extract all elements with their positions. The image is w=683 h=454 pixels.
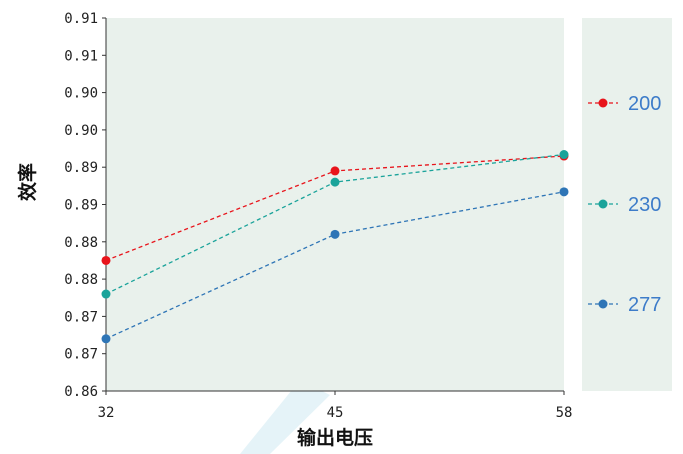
- x-tick-label: 58: [556, 405, 573, 421]
- legend-label-230: 230: [628, 194, 661, 216]
- x-tick-label: 32: [98, 405, 115, 421]
- data-point-277: [330, 229, 340, 239]
- plot-area: [106, 18, 564, 391]
- legend-swatch-marker: [598, 98, 608, 108]
- y-tick-label: 0.87: [64, 347, 98, 363]
- y-tick-label: 0.90: [64, 123, 98, 139]
- legend-label-200: 200: [628, 93, 661, 115]
- y-tick-label: 0.89: [64, 198, 98, 214]
- y-tick-label: 0.87: [64, 309, 98, 325]
- y-tick-label: 0.86: [64, 384, 98, 400]
- legend: 200 230 277: [588, 93, 661, 316]
- series-line-277: [105, 191, 565, 340]
- y-tick-label: 0.91: [64, 11, 98, 27]
- data-point-200: [101, 255, 111, 265]
- series-layer: [101, 150, 569, 344]
- x-axis-title: 输出电压: [297, 426, 373, 449]
- x-tick-label: 45: [327, 405, 344, 421]
- y-tick-label: 0.91: [64, 48, 98, 64]
- data-point-277: [101, 334, 111, 344]
- data-point-277: [559, 187, 569, 197]
- x-ticks: 32 45 58: [98, 391, 573, 421]
- y-tick-label: 0.88: [64, 235, 98, 251]
- data-point-230: [330, 177, 340, 187]
- y-tick-label: 0.88: [64, 272, 98, 288]
- y-axis-title: 效率: [16, 163, 39, 201]
- data-point-230: [559, 150, 569, 160]
- y-tick-label: 0.90: [64, 86, 98, 102]
- y-ticks: 0.86 0.87 0.87 0.88 0.88 0.89 0.89 0.90 0.90 0.91…: [64, 11, 106, 400]
- data-point-200: [330, 166, 340, 176]
- legend-swatch-marker: [598, 299, 608, 309]
- watermark: [240, 380, 330, 454]
- legend-label-277: 277: [628, 294, 661, 316]
- y-tick-label: 0.89: [64, 160, 98, 176]
- legend-swatch-marker: [598, 199, 608, 209]
- data-point-230: [101, 289, 111, 299]
